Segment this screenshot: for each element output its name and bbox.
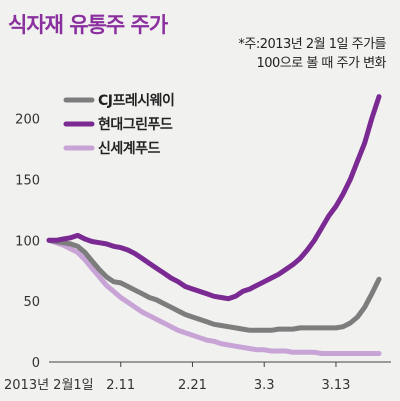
legend-label-3: 신세계푸드 <box>98 141 161 157</box>
y-tick-label: 100 <box>15 234 40 249</box>
x-tick-label: 2.11 <box>106 378 135 393</box>
legend-label-2: 현대그린푸드 <box>98 116 173 133</box>
chart-note-line-2: 100으로 볼 때 주가 변화 <box>256 56 386 71</box>
y-tick-label: 200 <box>15 113 40 128</box>
chart-title: 식자재 유통주 주가 <box>8 13 168 37</box>
chart-note-line-1: *주:2013년 2월 1일 주가를 <box>238 37 386 52</box>
series-line-2 <box>46 94 382 302</box>
y-tick-label: 0 <box>32 356 40 371</box>
y-tick-label: 50 <box>23 295 40 310</box>
chart-note: *주:2013년 2월 1일 주가를 100으로 볼 때 주가 변화 <box>238 35 386 73</box>
x-tick-label: 2.21 <box>178 378 207 393</box>
series-line-3 <box>46 237 382 356</box>
x-tick-label: 2013년 2월1일 <box>4 378 94 393</box>
y-tick-label: 150 <box>15 173 40 188</box>
legend-label-1: CJ프레시웨이 <box>98 92 174 109</box>
series-line-1 <box>46 237 382 333</box>
x-tick-label: 3.3 <box>254 378 275 393</box>
x-tick-label: 3.13 <box>321 378 350 393</box>
